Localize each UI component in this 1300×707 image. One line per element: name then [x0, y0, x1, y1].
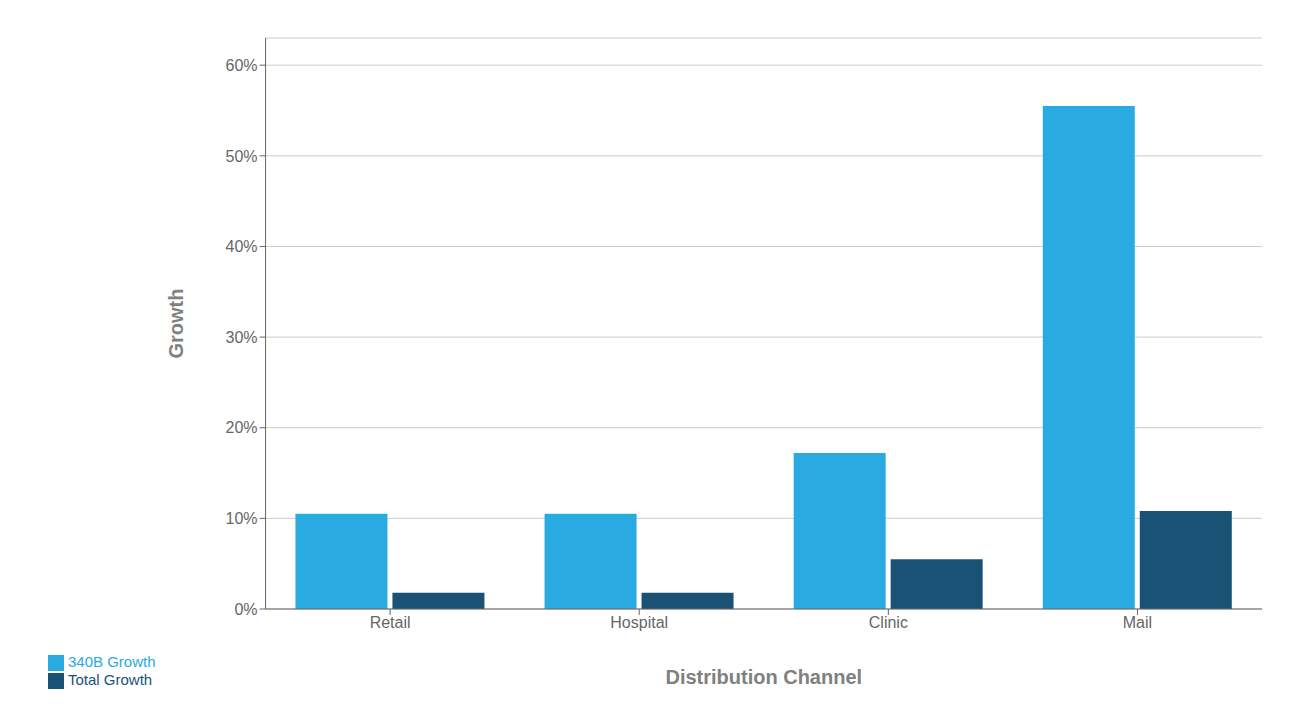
svg-text:Distribution Channel: Distribution Channel — [665, 666, 862, 688]
svg-text:50%: 50% — [226, 148, 258, 165]
svg-text:Mail: Mail — [1123, 614, 1152, 631]
svg-text:60%: 60% — [226, 57, 258, 74]
svg-text:Growth: Growth — [165, 289, 187, 359]
html-text:340B Growth: 340B Growth — [68, 652, 156, 670]
svg-text:Retail: Retail — [370, 614, 411, 631]
svg-text:20%: 20% — [226, 419, 258, 436]
svg-text:Hospital: Hospital — [610, 614, 668, 631]
svg-text:0%: 0% — [234, 601, 257, 618]
html-text:Total Growth: Total Growth — [68, 671, 153, 688]
svg-text:40%: 40% — [226, 238, 258, 255]
svg-text:30%: 30% — [226, 329, 258, 346]
svg-text:10%: 10% — [226, 510, 258, 527]
svg-text:Clinic: Clinic — [869, 614, 908, 631]
